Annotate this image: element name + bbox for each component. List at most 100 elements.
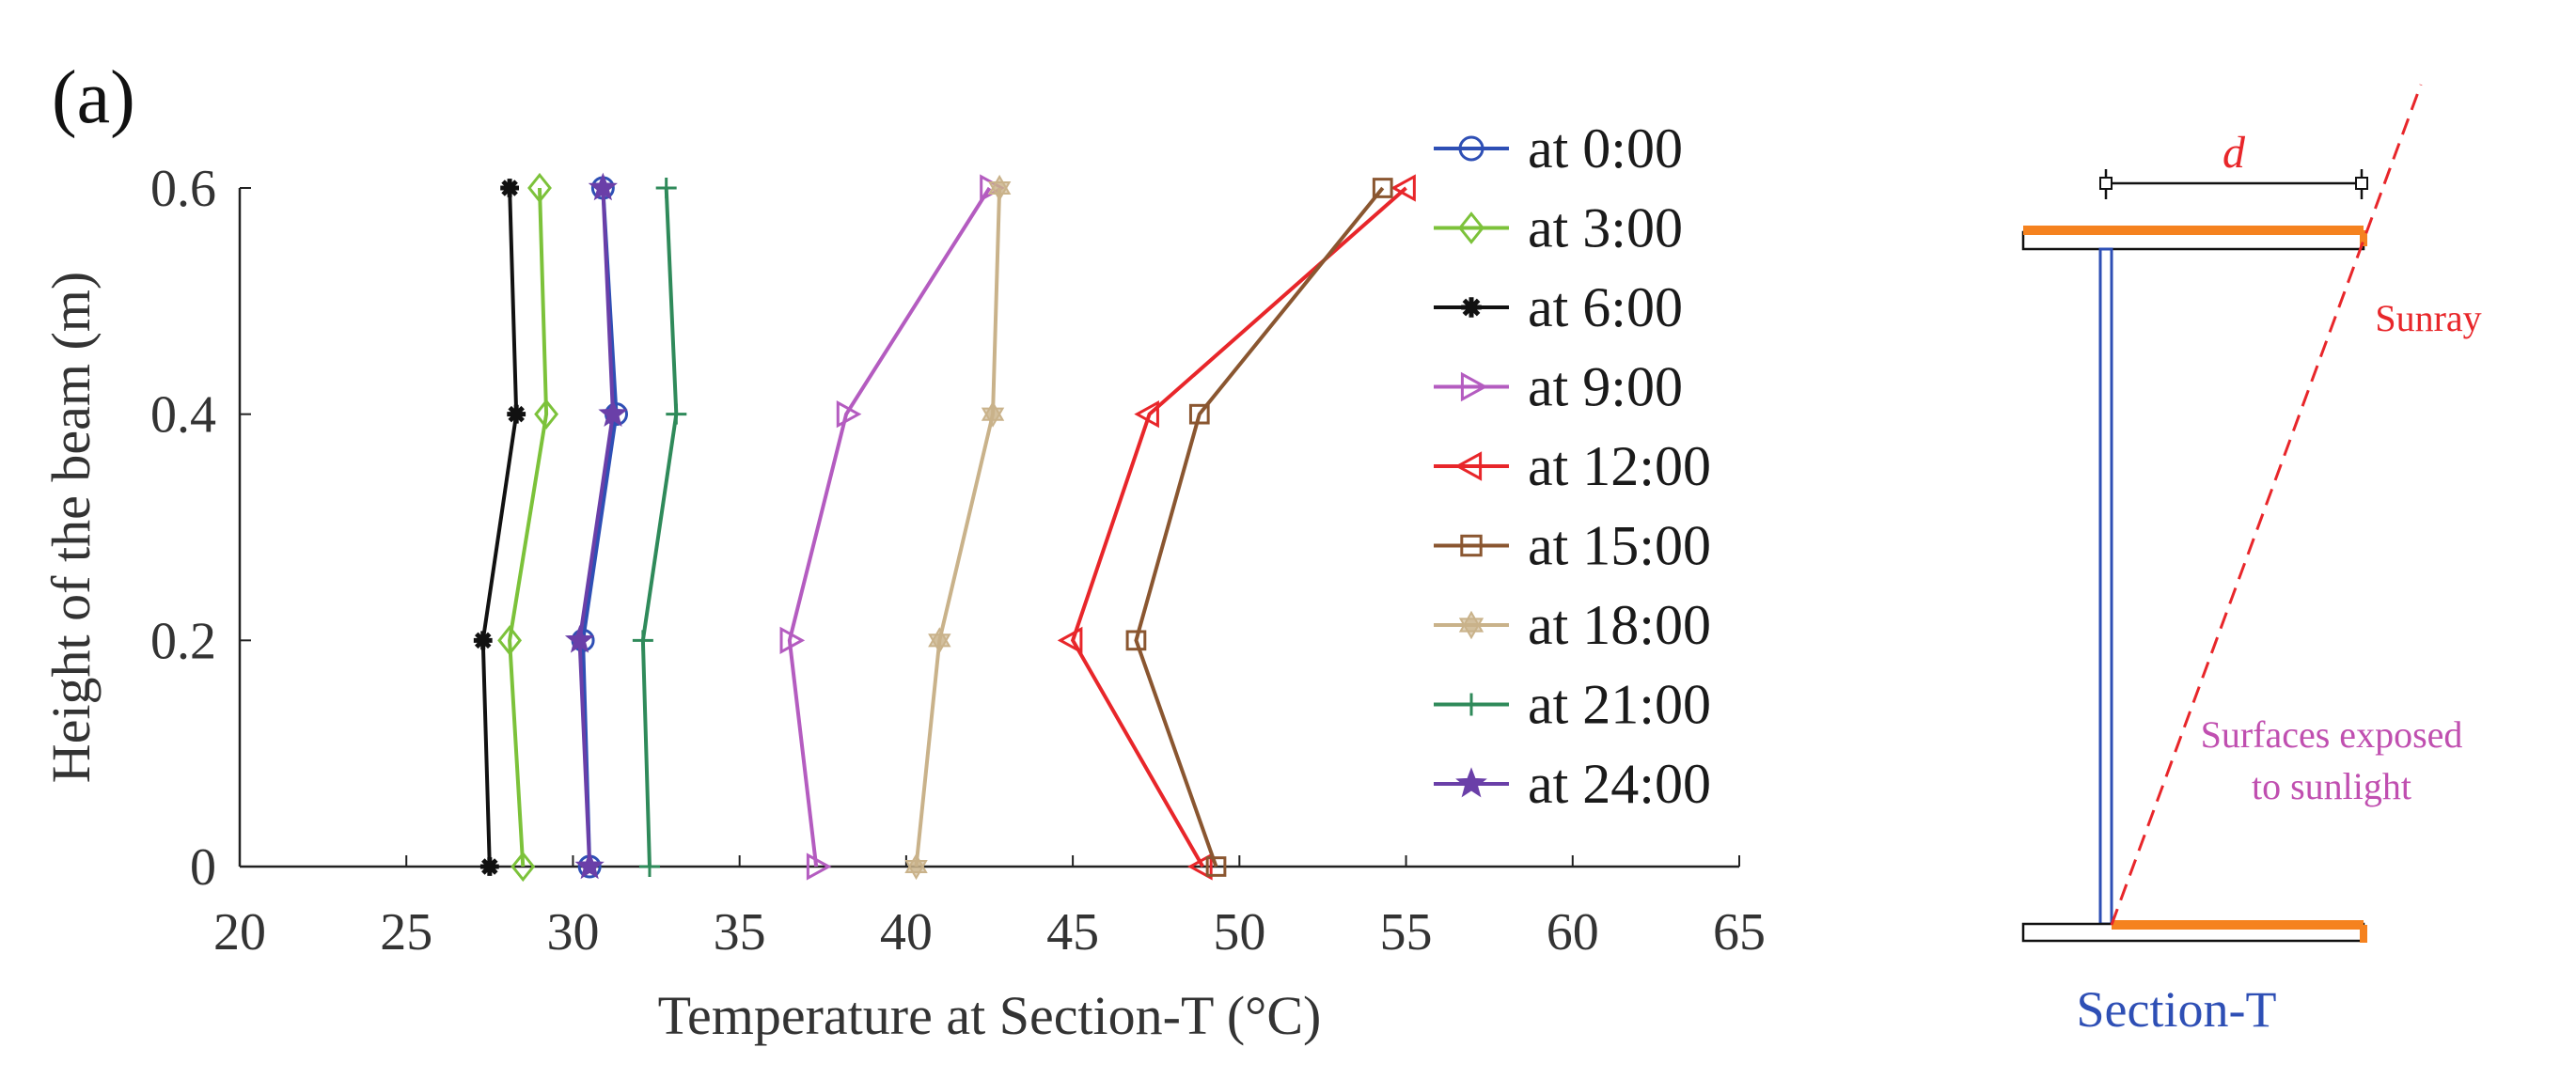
x-tick-label: 40 <box>880 903 933 962</box>
x-tick-label: 45 <box>1046 903 1099 962</box>
data-point-marker <box>632 630 653 651</box>
series-at-6-00 <box>473 179 526 876</box>
data-point-marker <box>473 631 493 650</box>
sunray-line <box>2110 84 2423 926</box>
x-tick-label: 35 <box>714 903 766 962</box>
series-at-24-00 <box>564 172 628 880</box>
legend-item: at 12:00 <box>1434 435 1711 497</box>
series-at-9-00 <box>779 174 1005 881</box>
series-line <box>581 187 619 868</box>
data-point-marker <box>655 178 677 198</box>
series-line <box>577 187 615 868</box>
series-group <box>473 172 1416 883</box>
data-point-marker <box>527 172 552 204</box>
legend-item: at 6:00 <box>1434 276 1683 338</box>
x-tick-label: 60 <box>1547 903 1599 962</box>
web <box>2098 247 2113 926</box>
legend-label: at 24:00 <box>1528 753 1711 815</box>
legend-item: at 18:00 <box>1434 594 1711 656</box>
legend-item: at 9:00 <box>1434 356 1683 418</box>
data-point-marker <box>1187 852 1213 881</box>
legend-item: at 24:00 <box>1434 753 1711 815</box>
surfaces-label-line2: to sunlight <box>2252 765 2411 807</box>
data-point-marker <box>479 857 499 876</box>
data-point-marker <box>1460 371 1488 402</box>
data-point-marker <box>666 403 687 425</box>
data-point-marker <box>1458 211 1484 244</box>
legend: at 0:00 at 3:00 at 6:00 at 9:00 at 12:00 at 1… <box>1434 117 1711 815</box>
data-point-marker <box>1454 451 1483 481</box>
series-at-21-00 <box>632 178 687 877</box>
series-at-15-00 <box>1125 178 1393 877</box>
hexagram-part <box>904 859 928 881</box>
legend-label: at 12:00 <box>1528 435 1711 497</box>
data-point-marker <box>1455 767 1487 798</box>
data-point-marker <box>1458 610 1484 640</box>
data-point-marker <box>564 624 595 653</box>
data-point-marker <box>904 852 928 881</box>
x-tick-label: 20 <box>213 903 266 962</box>
legend-item: at 21:00 <box>1434 674 1711 736</box>
legend-item: at 15:00 <box>1434 515 1711 577</box>
axes <box>238 187 1740 868</box>
series-line <box>508 187 549 868</box>
legend-label: at 9:00 <box>1528 356 1683 418</box>
data-point-marker <box>836 400 862 429</box>
d-dimension-end-right <box>2355 177 2368 190</box>
line-chart: 20 25 30 35 40 45 50 55 60 65 0 0.2 0.4 0.6 Temperat… <box>40 117 1766 1046</box>
series-line <box>1134 186 1385 868</box>
data-point-marker <box>588 172 618 201</box>
data-point-marker <box>1125 630 1147 651</box>
x-tick-label: 50 <box>1213 903 1265 962</box>
legend-item: at 3:00 <box>1434 197 1683 259</box>
legend-item: at 0:00 <box>1434 117 1683 180</box>
legend-label: at 15:00 <box>1528 515 1711 577</box>
hexagram-part <box>928 633 951 654</box>
legend-label: at 18:00 <box>1528 594 1711 656</box>
legend-label: at 0:00 <box>1528 117 1683 180</box>
d-dimension-end-left <box>2099 177 2113 190</box>
x-tick-label: 30 <box>546 903 599 962</box>
hexagram-part <box>1458 618 1484 640</box>
series-at-12-00 <box>1057 174 1416 881</box>
data-point-marker <box>981 400 1005 428</box>
data-point-marker <box>1372 178 1393 198</box>
legend-label: at 6:00 <box>1528 276 1683 338</box>
legend-label: at 3:00 <box>1528 197 1683 259</box>
y-tick-label: 0.4 <box>150 386 216 445</box>
data-point-marker <box>1460 534 1483 557</box>
data-point-marker <box>779 626 806 654</box>
series-at-18-00 <box>904 174 1012 881</box>
section-label: Section-T <box>2077 981 2277 1038</box>
data-point-marker <box>806 852 832 881</box>
y-tick-label: 0.6 <box>150 160 216 218</box>
d-dimension: d <box>2099 128 2368 199</box>
data-point-marker <box>1057 626 1083 654</box>
data-point-marker <box>928 627 951 654</box>
data-point-marker <box>497 625 523 656</box>
legend-label: at 21:00 <box>1528 674 1711 736</box>
d-label: d <box>2223 128 2246 178</box>
hexagram-part <box>987 180 1012 202</box>
series-line <box>480 187 519 868</box>
series-at-0-00 <box>571 176 629 879</box>
data-point-marker <box>500 179 519 197</box>
x-tick-label: 65 <box>1713 903 1766 962</box>
x-tick-labels: 20 25 30 35 40 45 50 55 60 65 <box>213 903 1766 962</box>
y-axis-title: Height of the beam (m) <box>40 272 102 783</box>
surfaces-label-line1: Surfaces exposed <box>2201 713 2463 756</box>
y-tick-label: 0 <box>190 838 216 897</box>
data-point-marker <box>1458 135 1484 162</box>
x-tick-label: 55 <box>1380 903 1433 962</box>
data-point-marker <box>1205 856 1227 877</box>
data-point-marker <box>1134 400 1159 429</box>
data-point-marker <box>987 174 1012 202</box>
series-line <box>640 187 679 868</box>
data-point-marker <box>1461 297 1482 318</box>
y-tick-label: 0.2 <box>150 612 216 670</box>
hexagram-part <box>981 407 1005 428</box>
section-diagram: d Sunray Surfaces exposed to sunlight Se… <box>2021 84 2482 1038</box>
data-point-marker <box>534 399 559 430</box>
data-point-marker <box>507 404 526 424</box>
